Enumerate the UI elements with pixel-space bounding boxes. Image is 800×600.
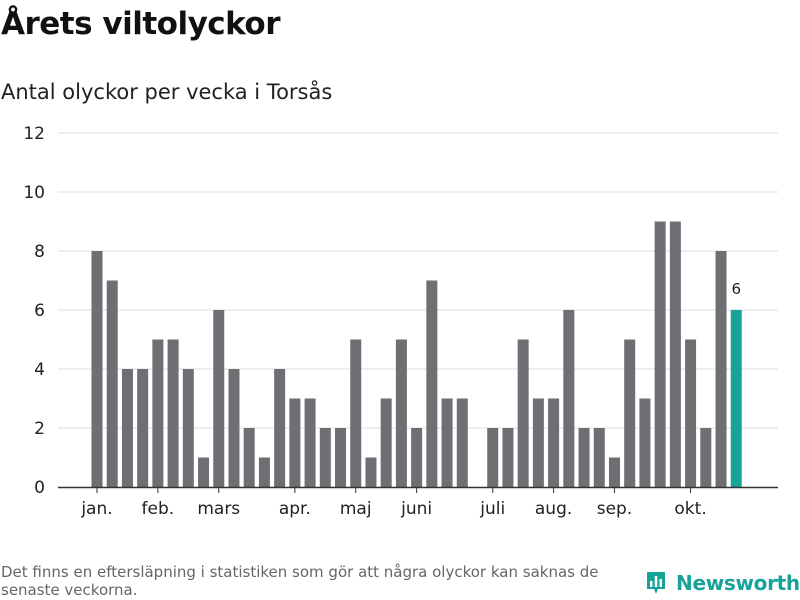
bar (304, 398, 316, 487)
y-tick-label: 4 (34, 360, 45, 380)
bar (335, 428, 347, 487)
bar (578, 428, 590, 487)
bar-chart-speech-bubble-icon (647, 572, 665, 594)
bar (228, 369, 240, 487)
x-tick-label: mars (197, 499, 240, 519)
bar (182, 369, 194, 487)
x-tick-label: maj (340, 499, 372, 519)
bar (289, 398, 301, 487)
bar (91, 251, 103, 487)
bar (213, 310, 225, 487)
bar (152, 339, 164, 487)
bar (548, 398, 560, 487)
bar (411, 428, 423, 487)
bar (380, 398, 392, 487)
y-tick-label: 10 (23, 183, 45, 203)
bar (198, 457, 210, 487)
bar (608, 457, 620, 487)
bar (121, 369, 133, 487)
bar (502, 428, 514, 487)
brand-name: Newsworthy (676, 571, 800, 595)
bar (593, 428, 605, 487)
y-tick-label: 2 (34, 419, 45, 439)
x-tick-label: sep. (597, 499, 633, 519)
bar (456, 398, 468, 487)
y-tick-label: 6 (34, 301, 45, 321)
chart-title: Årets viltolyckor (1, 6, 281, 42)
bar-highlight (730, 310, 742, 487)
bar (654, 221, 666, 487)
x-tick-label: juni (400, 499, 432, 519)
bar (639, 398, 651, 487)
bar (715, 251, 727, 487)
chart-subtitle: Antal olyckor per vecka i Torsås (1, 80, 333, 104)
bar (350, 339, 362, 487)
x-tick-label: juli (479, 499, 505, 519)
bar (167, 339, 179, 487)
x-tick-label: okt. (674, 499, 706, 519)
bar (395, 339, 407, 487)
bar (624, 339, 636, 487)
bar (669, 221, 681, 487)
bar (319, 428, 331, 487)
x-tick-label: apr. (279, 499, 311, 519)
y-tick-label: 0 (34, 478, 45, 498)
footnote: Det finns en eftersläpning i statistiken… (1, 563, 599, 599)
y-tick-label: 12 (23, 124, 45, 144)
bar (517, 339, 529, 487)
bar (487, 428, 499, 487)
brand-logo-group[interactable]: Newsworthy (645, 570, 800, 596)
x-tick-label: feb. (142, 499, 175, 519)
y-tick-label: 8 (34, 242, 45, 262)
bar (685, 339, 697, 487)
bar (243, 428, 255, 487)
data-label: 6 (731, 280, 741, 298)
x-tick-label: jan. (80, 499, 112, 519)
bar (563, 310, 575, 487)
bar (365, 457, 377, 487)
bar (441, 398, 453, 487)
bar (426, 280, 438, 487)
bar (532, 398, 544, 487)
bar (700, 428, 712, 487)
bar (137, 369, 149, 487)
x-tick-label: aug. (535, 499, 572, 519)
bar (274, 369, 286, 487)
bar-chart: 0 2 4 6 8 10 12 6 jan. feb. mars apr. maj juni juli aug… (23, 124, 778, 519)
bar (258, 457, 270, 487)
bar (106, 280, 118, 487)
